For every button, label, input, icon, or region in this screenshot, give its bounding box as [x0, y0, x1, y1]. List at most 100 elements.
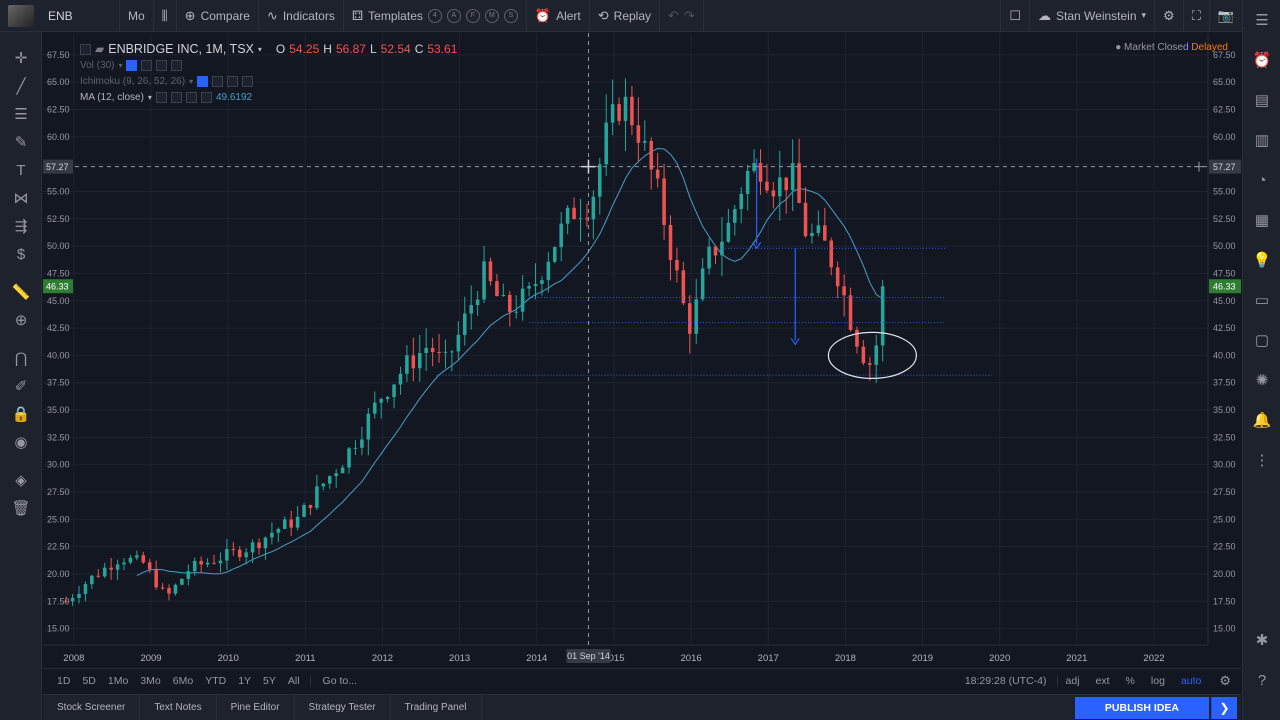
- fib-icon[interactable]: ☰: [14, 106, 28, 123]
- chevron-down-icon[interactable]: ▾: [147, 92, 152, 102]
- settings-toggle-icon[interactable]: [141, 59, 153, 71]
- list-icon[interactable]: ▤: [1254, 92, 1270, 109]
- template-tag[interactable]: S: [503, 8, 518, 23]
- indicators-button[interactable]: ∿ Indicators: [259, 0, 344, 32]
- candle-body: [135, 555, 139, 558]
- clock-icon[interactable]: ◔: [1257, 171, 1267, 189]
- compare-button[interactable]: ⊕ Compare: [177, 0, 259, 32]
- chevron-down-icon[interactable]: ▾: [118, 60, 123, 70]
- brush-icon[interactable]: ✎: [14, 134, 28, 151]
- range-6mo[interactable]: 6Mo: [172, 674, 194, 687]
- alert-button[interactable]: ⏰ Alert: [527, 0, 590, 32]
- crosshair-icon[interactable]: ✛: [14, 50, 28, 67]
- layers-icon[interactable]: ◈: [15, 472, 27, 489]
- range-1y[interactable]: 1Y: [238, 674, 252, 687]
- trash-icon[interactable]: 🗑: [11, 500, 31, 517]
- redo-icon[interactable]: ↷: [683, 7, 695, 23]
- undo-icon[interactable]: ↶: [668, 7, 679, 23]
- range-ytd[interactable]: YTD: [205, 674, 227, 687]
- eye-icon[interactable]: ◉: [14, 434, 28, 451]
- publish-arrow-icon[interactable]: ❯: [1211, 696, 1237, 719]
- price-chart[interactable]: 67.50 67.50 65.00 65.00 62.50 62.50 60.00 60.00…: [43, 33, 1241, 668]
- eye-toggle-icon[interactable]: [197, 75, 209, 87]
- template-tag[interactable]: 4: [427, 8, 442, 23]
- plus-toggle-icon[interactable]: [156, 59, 168, 71]
- bug-icon[interactable]: ✱: [1255, 632, 1269, 649]
- menu-icon[interactable]: ☰: [1255, 12, 1269, 29]
- chevron-down-icon[interactable]: ▾: [189, 76, 194, 86]
- ext-toggle[interactable]: ext: [1095, 674, 1110, 687]
- eye-toggle-icon[interactable]: [155, 91, 167, 103]
- lock-icon[interactable]: 🔒: [11, 406, 31, 423]
- tab-trading-panel[interactable]: Trading Panel: [391, 694, 482, 720]
- plus-toggle-icon[interactable]: [185, 91, 197, 103]
- alarm-icon[interactable]: ⏰: [1252, 52, 1272, 69]
- ruler-icon[interactable]: 📏: [11, 284, 31, 301]
- tab-text-notes[interactable]: Text Notes: [140, 694, 217, 720]
- dollar-icon[interactable]: $: [16, 245, 26, 263]
- template-tag[interactable]: A: [446, 8, 461, 23]
- close-toggle-icon[interactable]: [242, 75, 254, 87]
- chevron-down-icon[interactable]: ▾: [257, 44, 262, 54]
- stay-drawing-icon[interactable]: ✐: [14, 378, 28, 395]
- replay-button[interactable]: ⟲ Replay: [590, 0, 661, 32]
- snapshot-button[interactable]: 📷: [1210, 0, 1242, 32]
- undo-redo[interactable]: ↶ ↷: [660, 0, 704, 32]
- candle-body: [128, 557, 133, 563]
- user-avatar[interactable]: [8, 4, 34, 27]
- log-toggle[interactable]: log: [1150, 674, 1165, 687]
- messages-icon[interactable]: ▢: [1254, 332, 1270, 349]
- template-tag[interactable]: F: [465, 8, 480, 23]
- candle-body: [688, 303, 692, 334]
- idea-icon[interactable]: ✺: [1255, 372, 1269, 389]
- order-book-icon[interactable]: ⋮: [1254, 452, 1270, 469]
- zoom-icon[interactable]: ⊕: [14, 312, 28, 329]
- goto-button[interactable]: Go to...: [309, 674, 363, 687]
- chart-style-button[interactable]: ⫼: [154, 0, 177, 32]
- gear-icon[interactable]: ⚙: [1219, 672, 1231, 688]
- adj-toggle[interactable]: adj: [1065, 674, 1080, 687]
- settings-button[interactable]: ⚙: [1155, 0, 1184, 32]
- account-button[interactable]: ☁ Stan Weinstein ▾: [1030, 0, 1156, 32]
- crosshair-date-label: 01 Sep '14: [567, 651, 610, 661]
- prediction-icon[interactable]: ⇶: [14, 218, 28, 235]
- template-tag[interactable]: M: [484, 8, 499, 23]
- close-toggle-icon[interactable]: [200, 91, 212, 103]
- help-icon[interactable]: ?: [1257, 671, 1267, 689]
- range-1mo[interactable]: 1Mo: [107, 674, 129, 687]
- plus-toggle-icon[interactable]: [227, 75, 239, 87]
- range-5y[interactable]: 5Y: [263, 674, 276, 687]
- range-3mo[interactable]: 3Mo: [140, 674, 161, 687]
- percent-toggle[interactable]: %: [1125, 674, 1135, 687]
- settings-toggle-icon[interactable]: [212, 75, 224, 87]
- publish-idea-button[interactable]: PUBLISH IDEA: [1074, 696, 1209, 719]
- layout-button[interactable]: ☐: [1001, 0, 1031, 32]
- close-toggle-icon[interactable]: [171, 59, 183, 71]
- fullscreen-button[interactable]: ⛶: [1184, 0, 1210, 32]
- range-1d[interactable]: 1D: [57, 674, 71, 687]
- tab-strategy-tester[interactable]: Strategy Tester: [295, 694, 391, 720]
- range-5d[interactable]: 5D: [82, 674, 96, 687]
- candle-body: [848, 295, 853, 330]
- legend-toggle[interactable]: [80, 43, 91, 55]
- symbol-search[interactable]: ENB: [40, 0, 120, 32]
- tab-stock-screener[interactable]: Stock Screener: [43, 694, 141, 720]
- magnet-icon[interactable]: ⋂: [14, 350, 28, 367]
- calendar-icon[interactable]: ▦: [1254, 212, 1270, 229]
- chart-canvas[interactable]: 67.50 67.50 65.00 65.00 62.50 62.50 60.00 60.00…: [43, 33, 1241, 668]
- interval-button[interactable]: Mo: [120, 0, 154, 32]
- price-tick-label: 60.00: [1213, 132, 1236, 142]
- pattern-icon[interactable]: ⋈: [13, 190, 29, 207]
- trend-line-icon[interactable]: ╱: [16, 78, 26, 95]
- tab-pine-editor[interactable]: Pine Editor: [217, 694, 295, 720]
- chat-icon[interactable]: ▭: [1254, 292, 1270, 309]
- settings-toggle-icon[interactable]: [170, 91, 182, 103]
- text-icon[interactable]: T: [16, 161, 26, 179]
- range-all[interactable]: All: [287, 674, 300, 687]
- auto-toggle[interactable]: auto: [1180, 674, 1202, 687]
- eye-toggle-icon[interactable]: [126, 59, 138, 71]
- lightbulb-icon[interactable]: 💡: [1252, 252, 1272, 269]
- templates-button[interactable]: ⚃ Templates 4 A F M S: [344, 0, 527, 32]
- hotlist-icon[interactable]: ▥: [1254, 132, 1270, 149]
- bell-icon[interactable]: 🔔: [1252, 412, 1272, 429]
